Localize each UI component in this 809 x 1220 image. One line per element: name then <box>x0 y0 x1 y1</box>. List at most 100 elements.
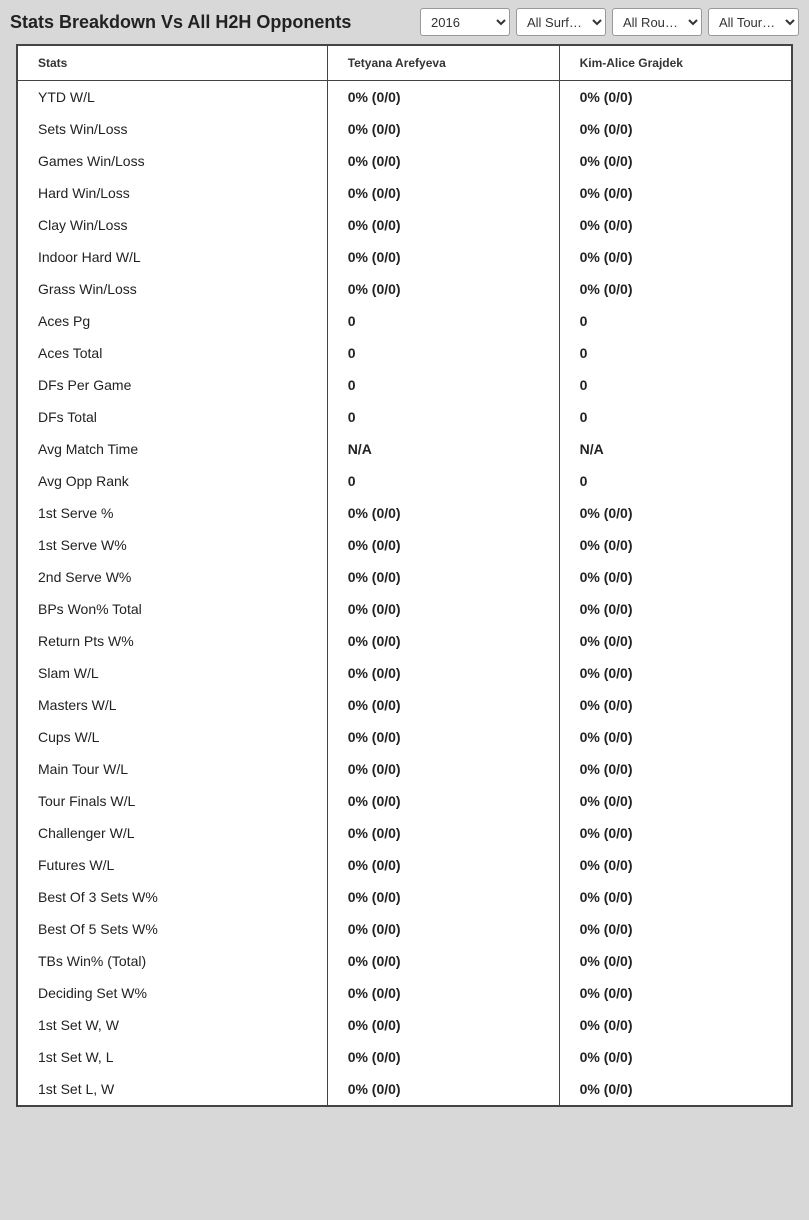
table-row: 1st Serve W%0% (0/0)0% (0/0) <box>18 529 791 561</box>
stat-value-player1: 0% (0/0) <box>327 817 559 849</box>
stat-label: Futures W/L <box>18 849 327 881</box>
stat-value-player1: 0% (0/0) <box>327 689 559 721</box>
stat-value-player2: 0% (0/0) <box>559 785 791 817</box>
stat-value-player2: 0% (0/0) <box>559 273 791 305</box>
stat-value-player1: 0% (0/0) <box>327 145 559 177</box>
stat-value-player1: 0% (0/0) <box>327 529 559 561</box>
filter-bar: 2016 All Surf… All Rou… All Tour… <box>420 8 799 36</box>
table-row: Deciding Set W%0% (0/0)0% (0/0) <box>18 977 791 1009</box>
stat-value-player1: 0% (0/0) <box>327 849 559 881</box>
stat-value-player2: 0% (0/0) <box>559 1041 791 1073</box>
stat-value-player2: 0% (0/0) <box>559 529 791 561</box>
col-header-stats: Stats <box>18 46 327 81</box>
round-select[interactable]: All Rou… <box>612 8 702 36</box>
stats-table: Stats Tetyana Arefyeva Kim-Alice Grajdek… <box>18 46 791 1105</box>
table-row: DFs Total00 <box>18 401 791 433</box>
table-row: YTD W/L0% (0/0)0% (0/0) <box>18 81 791 114</box>
table-row: BPs Won% Total0% (0/0)0% (0/0) <box>18 593 791 625</box>
table-row: Return Pts W%0% (0/0)0% (0/0) <box>18 625 791 657</box>
table-row: 1st Set W, W0% (0/0)0% (0/0) <box>18 1009 791 1041</box>
stat-label: Deciding Set W% <box>18 977 327 1009</box>
stat-value-player2: 0% (0/0) <box>559 561 791 593</box>
stat-label: YTD W/L <box>18 81 327 114</box>
table-row: Grass Win/Loss0% (0/0)0% (0/0) <box>18 273 791 305</box>
table-row: Indoor Hard W/L0% (0/0)0% (0/0) <box>18 241 791 273</box>
stat-value-player1: 0 <box>327 369 559 401</box>
stat-label: Indoor Hard W/L <box>18 241 327 273</box>
stat-label: Hard Win/Loss <box>18 177 327 209</box>
stat-value-player2: 0% (0/0) <box>559 1073 791 1105</box>
stat-value-player1: 0% (0/0) <box>327 241 559 273</box>
table-row: DFs Per Game00 <box>18 369 791 401</box>
table-row: Best Of 5 Sets W%0% (0/0)0% (0/0) <box>18 913 791 945</box>
stat-label: Avg Match Time <box>18 433 327 465</box>
panel-header: Stats Breakdown Vs All H2H Opponents 201… <box>0 0 809 44</box>
stat-value-player1: 0% (0/0) <box>327 753 559 785</box>
table-row: Aces Total00 <box>18 337 791 369</box>
stat-value-player1: 0% (0/0) <box>327 209 559 241</box>
stat-value-player1: 0% (0/0) <box>327 113 559 145</box>
table-row: TBs Win% (Total)0% (0/0)0% (0/0) <box>18 945 791 977</box>
stat-value-player2: 0 <box>559 401 791 433</box>
stat-value-player1: 0% (0/0) <box>327 561 559 593</box>
stat-label: 1st Set W, W <box>18 1009 327 1041</box>
table-row: Hard Win/Loss0% (0/0)0% (0/0) <box>18 177 791 209</box>
surface-select[interactable]: All Surf… <box>516 8 606 36</box>
stat-label: Avg Opp Rank <box>18 465 327 497</box>
stat-value-player1: 0% (0/0) <box>327 81 559 114</box>
table-row: Avg Opp Rank00 <box>18 465 791 497</box>
col-header-player1: Tetyana Arefyeva <box>327 46 559 81</box>
table-row: Best Of 3 Sets W%0% (0/0)0% (0/0) <box>18 881 791 913</box>
stat-value-player2: 0% (0/0) <box>559 977 791 1009</box>
stats-table-wrapper: Stats Tetyana Arefyeva Kim-Alice Grajdek… <box>16 44 793 1107</box>
stat-value-player1: 0% (0/0) <box>327 593 559 625</box>
table-row: Sets Win/Loss0% (0/0)0% (0/0) <box>18 113 791 145</box>
tour-select[interactable]: All Tour… <box>708 8 799 36</box>
stat-label: 2nd Serve W% <box>18 561 327 593</box>
stat-value-player1: 0 <box>327 337 559 369</box>
col-header-player2: Kim-Alice Grajdek <box>559 46 791 81</box>
stat-value-player2: 0% (0/0) <box>559 721 791 753</box>
table-row: Futures W/L0% (0/0)0% (0/0) <box>18 849 791 881</box>
table-row: Tour Finals W/L0% (0/0)0% (0/0) <box>18 785 791 817</box>
stats-breakdown-panel: Stats Breakdown Vs All H2H Opponents 201… <box>0 0 809 1107</box>
stat-label: Aces Pg <box>18 305 327 337</box>
stat-value-player2: 0% (0/0) <box>559 113 791 145</box>
stat-label: 1st Set W, L <box>18 1041 327 1073</box>
table-row: Slam W/L0% (0/0)0% (0/0) <box>18 657 791 689</box>
stat-label: Return Pts W% <box>18 625 327 657</box>
table-row: Masters W/L0% (0/0)0% (0/0) <box>18 689 791 721</box>
panel-title: Stats Breakdown Vs All H2H Opponents <box>10 12 351 33</box>
stat-label: Clay Win/Loss <box>18 209 327 241</box>
stat-label: Main Tour W/L <box>18 753 327 785</box>
year-select[interactable]: 2016 <box>420 8 510 36</box>
stat-value-player2: 0% (0/0) <box>559 657 791 689</box>
stat-value-player1: 0% (0/0) <box>327 625 559 657</box>
stat-label: Aces Total <box>18 337 327 369</box>
stat-value-player1: 0% (0/0) <box>327 945 559 977</box>
stat-label: Masters W/L <box>18 689 327 721</box>
table-row: Challenger W/L0% (0/0)0% (0/0) <box>18 817 791 849</box>
stat-value-player1: 0% (0/0) <box>327 785 559 817</box>
stat-value-player2: 0 <box>559 337 791 369</box>
table-row: Aces Pg00 <box>18 305 791 337</box>
stat-value-player2: 0 <box>559 465 791 497</box>
stat-value-player2: 0% (0/0) <box>559 945 791 977</box>
stat-value-player1: 0 <box>327 305 559 337</box>
stat-value-player2: 0% (0/0) <box>559 753 791 785</box>
stat-label: Games Win/Loss <box>18 145 327 177</box>
stat-value-player1: 0% (0/0) <box>327 721 559 753</box>
stat-value-player2: 0% (0/0) <box>559 241 791 273</box>
stat-label: 1st Serve W% <box>18 529 327 561</box>
stat-value-player2: 0 <box>559 305 791 337</box>
table-row: Clay Win/Loss0% (0/0)0% (0/0) <box>18 209 791 241</box>
stat-label: Grass Win/Loss <box>18 273 327 305</box>
stat-label: DFs Per Game <box>18 369 327 401</box>
stat-value-player1: N/A <box>327 433 559 465</box>
stat-value-player2: 0% (0/0) <box>559 1009 791 1041</box>
stat-value-player2: 0% (0/0) <box>559 209 791 241</box>
stat-label: Cups W/L <box>18 721 327 753</box>
stat-label: Slam W/L <box>18 657 327 689</box>
table-row: Cups W/L0% (0/0)0% (0/0) <box>18 721 791 753</box>
stat-value-player2: 0% (0/0) <box>559 177 791 209</box>
